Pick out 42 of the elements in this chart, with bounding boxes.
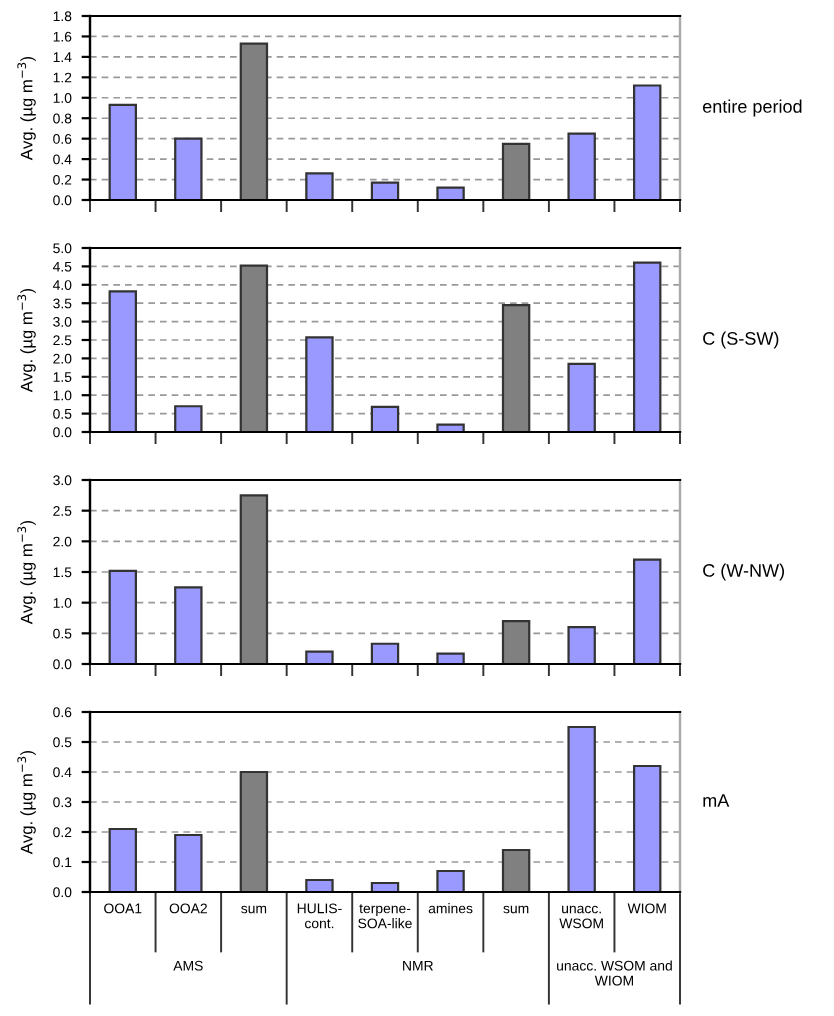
bar [633,764,662,892]
bar [305,650,334,664]
bar [567,132,596,200]
bar [108,103,137,200]
bar [501,303,531,432]
bar [567,725,596,892]
bar [567,626,596,664]
bar [305,878,334,892]
bar [501,848,531,892]
y2-axis-title: mA [703,794,730,807]
bar [633,84,662,200]
y-axis-title: Avg. (µg m$^{−3}$) [17,288,36,393]
bar [305,336,334,432]
y2-axis-title: C (W-NW) [703,563,784,581]
bar [501,619,531,664]
bar [239,770,269,892]
bar [436,869,465,892]
bar [501,142,531,200]
bar [436,652,465,664]
bar [370,181,400,200]
bar [108,290,137,432]
bar [174,137,203,200]
y2-axis-title: entire period [702,99,802,117]
bar [108,827,137,892]
y-axis-title: Avg. (µg m$^{−3}$) [17,520,36,625]
bar [305,172,334,200]
bar [174,833,203,892]
bar [633,261,662,432]
bar [174,405,203,432]
bar [567,362,596,432]
bar [436,186,465,200]
bar [239,264,269,432]
bar [633,558,662,664]
bar [370,405,400,432]
bar [239,42,269,200]
bar [370,642,400,664]
y-axis-title: Avg. (µg m$^{−3}$) [17,56,36,161]
bar [108,569,137,664]
bar [174,586,203,664]
bar [239,494,269,664]
y2-axis-title: C (S-SW) [703,331,779,349]
y-axis-title: Avg. (µg m$^{−3}$) [17,750,36,855]
